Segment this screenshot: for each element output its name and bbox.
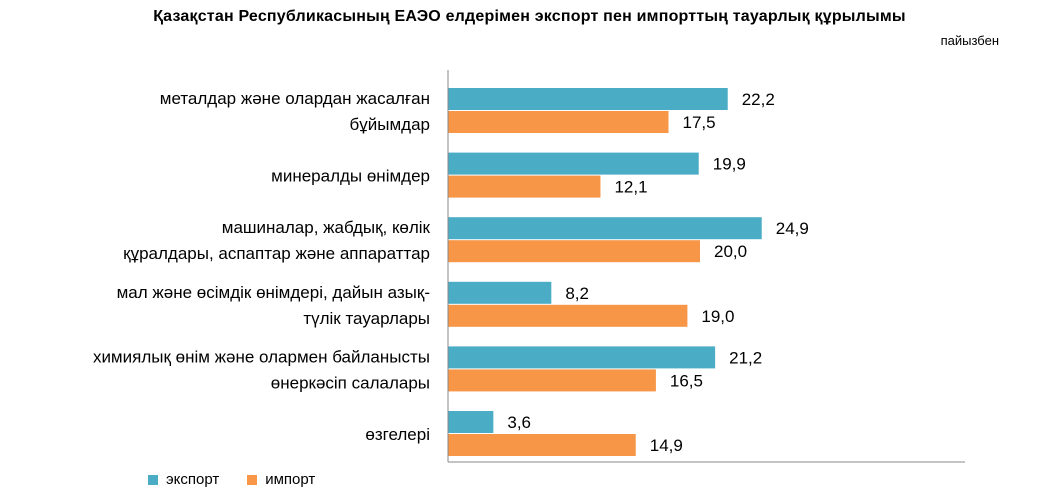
category-label: бұйымдар	[350, 115, 430, 134]
legend-item-export: экспорт	[148, 471, 219, 488]
bar-export	[448, 88, 728, 110]
legend-label-import: импорт	[265, 471, 316, 488]
legend: экспорт импорт	[148, 471, 315, 488]
data-label: 24,9	[776, 219, 809, 238]
bar-export	[448, 217, 762, 240]
data-label: 19,9	[713, 155, 746, 174]
bar-import	[448, 304, 688, 327]
bar-export	[448, 152, 699, 175]
bar-import	[448, 434, 636, 456]
data-label: 22,2	[742, 90, 775, 109]
data-label: 16,5	[670, 371, 703, 390]
bar-export	[448, 411, 494, 433]
data-label: 12,1	[614, 178, 647, 197]
legend-item-import: импорт	[247, 471, 315, 488]
data-label: 21,2	[729, 348, 762, 367]
category-label: түлік тауарлары	[303, 309, 430, 328]
data-label: 14,9	[650, 436, 683, 455]
category-label: өзгелері	[365, 425, 430, 444]
chart-title: Қазақстан Республикасының ЕАЭО елдерімен…	[153, 8, 906, 25]
category-label: минералды өнімдер	[271, 167, 430, 186]
bar-import	[448, 175, 601, 198]
legend-swatch-export	[148, 474, 158, 485]
unit-note: пайызбен	[940, 33, 999, 48]
bar-export	[448, 281, 552, 304]
bar-import	[448, 111, 669, 133]
category-label: өнеркәсіп салалары	[271, 373, 430, 392]
legend-swatch-import	[247, 474, 258, 485]
data-label: 19,0	[701, 307, 734, 326]
data-label: 17,5	[683, 113, 716, 132]
data-label: 20,0	[714, 242, 747, 261]
legend-label-export: экспорт	[166, 471, 220, 488]
data-label: 8,2	[565, 284, 589, 303]
data-label: 3,6	[507, 413, 531, 432]
bar-export	[448, 346, 716, 369]
bar-import	[448, 240, 700, 263]
category-label: химиялық өнім және олармен байланысты	[93, 347, 430, 366]
category-label: металдар және олардан жасалған	[160, 89, 430, 108]
bar-import	[448, 369, 656, 392]
category-label: құралдары, аспаптар және аппараттар	[123, 244, 430, 263]
category-label: машиналар, жабдық, көлік	[222, 218, 431, 237]
category-label: мал және өсімдік өнімдері, дайын азық-	[117, 283, 430, 302]
